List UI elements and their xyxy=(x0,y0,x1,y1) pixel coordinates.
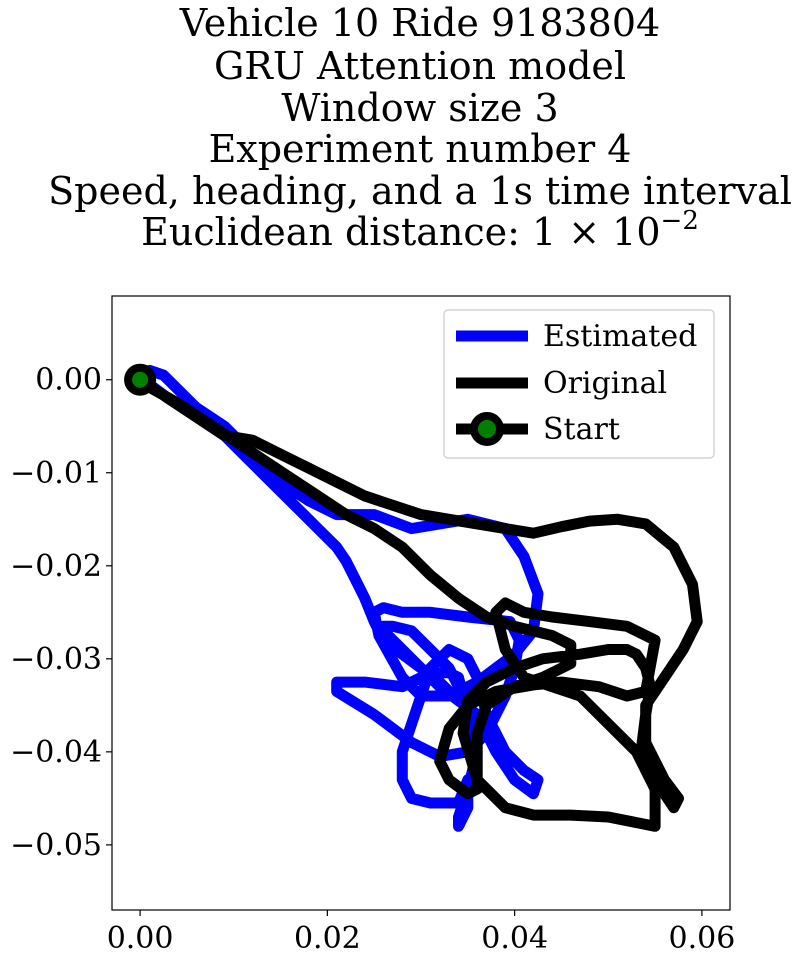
x-tick-label: 0.04 xyxy=(481,921,548,956)
y-tick-label: −0.03 xyxy=(10,642,102,677)
legend-frame xyxy=(443,309,715,459)
plot-area-frame xyxy=(111,295,731,911)
y-tick-label: −0.02 xyxy=(10,549,102,584)
x-tick-label: 0.00 xyxy=(107,921,174,956)
legend: Estimated Original Start xyxy=(443,309,715,459)
y-tick-label: −0.04 xyxy=(10,735,102,770)
legend-label-original: Original xyxy=(543,366,667,401)
legend-swatch-start-marker xyxy=(470,412,504,446)
legend-label-estimated: Estimated xyxy=(543,319,697,354)
y-tick-label: −0.05 xyxy=(10,828,102,863)
marker-layer xyxy=(124,363,157,396)
chart-title: Vehicle 10 Ride 9183804 GRU Attention mo… xyxy=(48,1,792,254)
series-marker-start xyxy=(124,363,157,396)
title-line-4: Experiment number 4 xyxy=(209,127,632,171)
title-line-1: Vehicle 10 Ride 9183804 xyxy=(179,1,660,45)
y-tick-label: −0.01 xyxy=(10,456,102,491)
series-layer xyxy=(134,364,703,832)
y-axis: 0.00 −0.01 −0.02 −0.03 −0.04 −0.05 xyxy=(10,363,112,863)
title-distance-exponent: −2 xyxy=(661,206,699,236)
title-distance-text: Euclidean distance: 1 × 10 xyxy=(141,210,660,254)
title-line-3: Window size 3 xyxy=(281,86,558,130)
y-tick-label: 0.00 xyxy=(35,363,102,398)
x-axis: 0.00 0.02 0.04 0.06 xyxy=(107,910,736,956)
legend-label-start: Start xyxy=(543,412,620,447)
title-line-6: Euclidean distance: 1 × 10−2 xyxy=(141,206,699,254)
title-line-5: Speed, heading, and a 1s time interval xyxy=(48,169,792,213)
series-line-original xyxy=(134,374,703,832)
x-tick-label: 0.02 xyxy=(294,921,361,956)
x-tick-label: 0.06 xyxy=(669,921,736,956)
title-line-2: GRU Attention model xyxy=(214,44,626,88)
